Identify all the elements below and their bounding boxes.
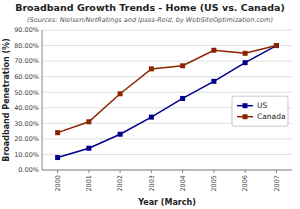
point [243,60,248,65]
y-tick-label: 80.00% [14,42,39,50]
y-axis [42,30,43,170]
x-tick-label: 2002 [116,175,124,192]
grid-line [42,30,292,31]
point [55,130,60,135]
title: Broadband Growth Trends - Home (US vs. C… [15,2,285,13]
point [149,115,154,120]
chart: Broadband Growth Trends - Home (US vs. C… [0,0,300,209]
point [243,51,248,56]
legend-label: Canada [257,112,286,121]
x-tick-label: 2007 [273,175,281,192]
x-axis-label: Year (March) [137,198,196,207]
grid-line [42,170,292,171]
y-tick-label: 20.00% [14,135,39,143]
legend-marker [243,103,248,108]
y-tick-label: 50.00% [14,89,39,97]
point [211,79,216,84]
legend: US Canada [232,96,288,126]
point [180,63,185,68]
background [0,0,300,209]
x-tick-label: 2005 [210,175,218,192]
x-tick-label: 2004 [179,175,187,192]
subtitle: (Sources: Nielsen/NetRatings and Ipsos-R… [27,16,273,24]
point [118,91,123,96]
grid-line [42,92,292,93]
x-axis [42,170,292,171]
point [274,43,279,48]
point [149,66,154,71]
y-tick-label: 10.00% [14,151,39,159]
x-tick-label: 2000 [54,175,62,192]
y-tick-label: 30.00% [14,120,39,128]
y-tick-label: 90.00% [14,26,39,34]
x-tick-label: 2003 [148,175,156,192]
y-tick-label: 0.00% [18,166,39,174]
x-tick-label: 2001 [85,175,93,192]
y-tick-label: 70.00% [14,57,39,65]
legend-label: US [257,101,267,110]
point [274,43,279,48]
point [180,96,185,101]
point [211,48,216,53]
grid-line [42,138,292,139]
x-tick-label: 2006 [241,175,249,192]
point [86,146,91,151]
grid-line [42,76,292,77]
point [86,119,91,124]
y-axis-label: Broadband Penetration (%) [2,38,11,161]
legend-marker [243,114,248,119]
point [55,155,60,160]
y-tick-label: 60.00% [14,73,39,81]
grid-line [42,154,292,155]
point [118,132,123,137]
grid-line [42,61,292,62]
legend-box [232,96,288,126]
grid-line [42,45,292,46]
y-tick-label: 40.00% [14,104,39,112]
